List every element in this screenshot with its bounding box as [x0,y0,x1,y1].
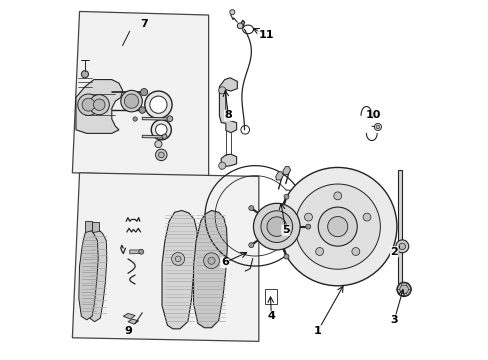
Circle shape [203,253,219,269]
Circle shape [144,91,172,118]
Circle shape [171,252,184,265]
Circle shape [167,116,172,122]
Circle shape [399,285,407,294]
Text: 8: 8 [224,111,232,121]
Circle shape [398,243,405,249]
Text: 11: 11 [258,30,273,40]
Text: 5: 5 [282,225,289,235]
Circle shape [395,240,408,253]
Circle shape [284,254,288,259]
Circle shape [149,96,167,113]
Circle shape [229,10,234,15]
Polygon shape [123,314,135,319]
Text: 9: 9 [124,325,132,336]
Circle shape [373,123,381,131]
Polygon shape [92,222,99,232]
Circle shape [261,211,292,243]
Circle shape [266,217,286,237]
Circle shape [375,125,379,129]
Circle shape [155,140,162,148]
Circle shape [351,248,359,256]
Circle shape [140,89,147,96]
Circle shape [158,152,164,158]
Polygon shape [142,135,164,138]
Polygon shape [265,289,276,304]
Circle shape [248,243,253,248]
Circle shape [82,98,95,111]
Polygon shape [72,12,208,176]
Circle shape [304,213,312,221]
Circle shape [318,207,357,246]
Circle shape [237,23,243,29]
Polygon shape [162,211,197,329]
Circle shape [218,162,225,169]
Circle shape [155,149,167,161]
Text: 7: 7 [140,19,148,29]
Text: 3: 3 [390,315,397,325]
Polygon shape [221,154,236,169]
Text: 1: 1 [313,325,321,336]
Circle shape [362,213,370,221]
Circle shape [133,117,137,121]
Circle shape [207,257,215,264]
Circle shape [151,120,171,140]
Text: 2: 2 [390,247,397,257]
Circle shape [93,99,105,111]
Polygon shape [76,80,122,134]
Polygon shape [85,221,92,232]
Polygon shape [193,211,227,328]
Circle shape [327,217,347,237]
Polygon shape [86,230,106,321]
Circle shape [295,184,380,269]
Circle shape [78,94,99,116]
Circle shape [278,167,396,286]
Polygon shape [79,230,98,320]
Circle shape [175,256,181,262]
Circle shape [89,95,109,115]
Polygon shape [282,166,290,175]
Polygon shape [275,172,283,180]
Polygon shape [219,78,237,133]
Circle shape [248,206,253,211]
Circle shape [139,107,145,113]
Circle shape [315,248,323,256]
Text: 6: 6 [221,257,228,267]
Circle shape [284,194,288,199]
Polygon shape [128,319,139,324]
Circle shape [218,87,225,94]
Circle shape [162,134,167,139]
Polygon shape [129,250,141,254]
Circle shape [253,203,300,250]
Circle shape [396,282,410,297]
Circle shape [333,192,341,200]
Text: 10: 10 [365,111,381,121]
Polygon shape [72,173,258,341]
Circle shape [155,124,167,135]
Circle shape [121,90,142,112]
Polygon shape [142,117,169,120]
Circle shape [81,71,88,78]
Text: 4: 4 [267,311,275,321]
Circle shape [139,249,143,254]
Circle shape [124,94,139,108]
Circle shape [305,224,310,229]
Polygon shape [397,170,401,283]
